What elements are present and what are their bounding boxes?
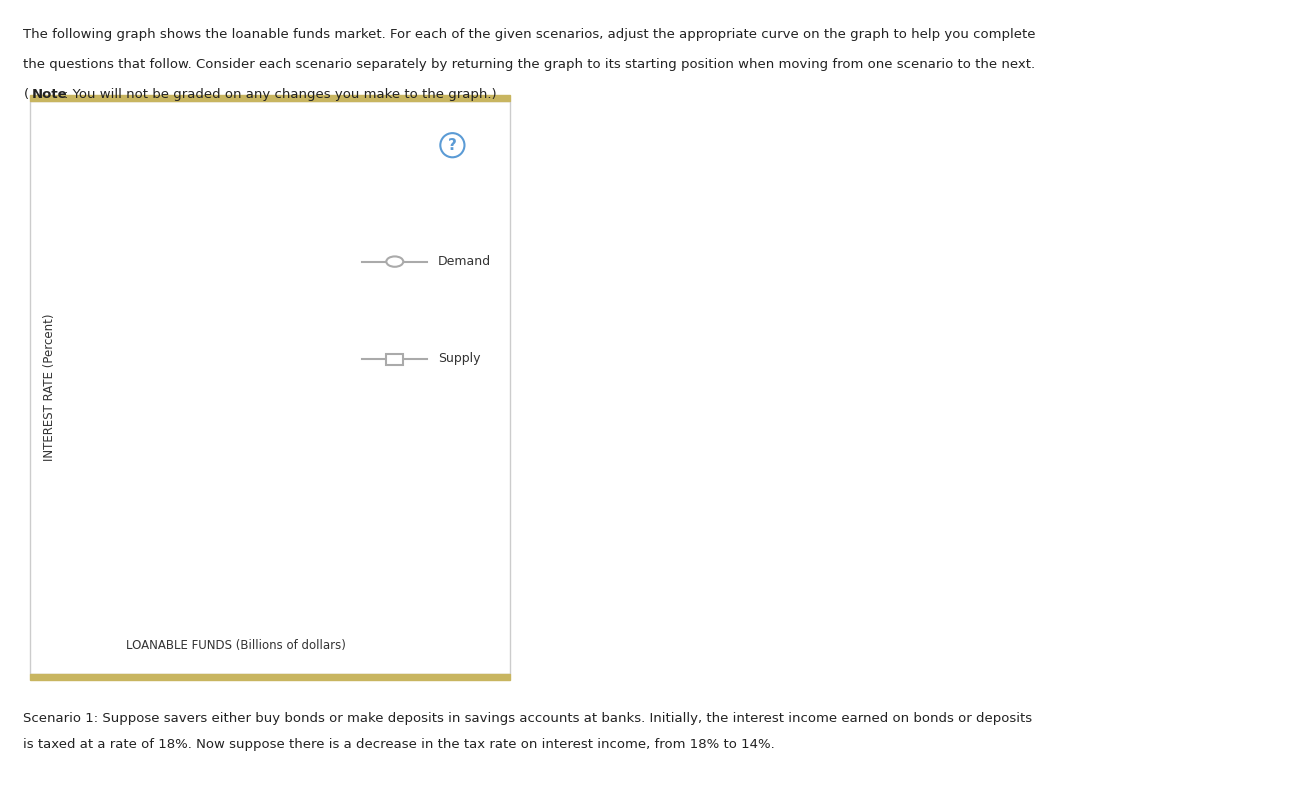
Text: is taxed at a rate of 18%. Now suppose there is a decrease in the tax rate on in: is taxed at a rate of 18%. Now suppose t… [23,738,775,752]
Text: Supply: Supply [252,287,292,300]
Text: Note: Note [31,88,67,101]
Text: the questions that follow. Consider each scenario separately by returning the gr: the questions that follow. Consider each… [23,58,1036,71]
Text: INTEREST RATE (Percent): INTEREST RATE (Percent) [43,314,56,461]
Text: : You will not be graded on any changes you make to the graph.): : You will not be graded on any changes … [64,88,497,101]
Text: The following graph shows the loanable funds market. For each of the given scena: The following graph shows the loanable f… [23,28,1036,41]
Text: Scenario 1: Suppose savers either buy bonds or make deposits in savings accounts: Scenario 1: Suppose savers either buy bo… [23,712,1032,725]
Text: Demand: Demand [245,433,296,446]
Text: (: ( [23,88,29,101]
Text: ?: ? [448,138,457,153]
Text: LOANABLE FUNDS (Billions of dollars): LOANABLE FUNDS (Billions of dollars) [127,639,346,652]
Text: Supply: Supply [438,352,480,365]
Text: Demand: Demand [438,255,491,268]
